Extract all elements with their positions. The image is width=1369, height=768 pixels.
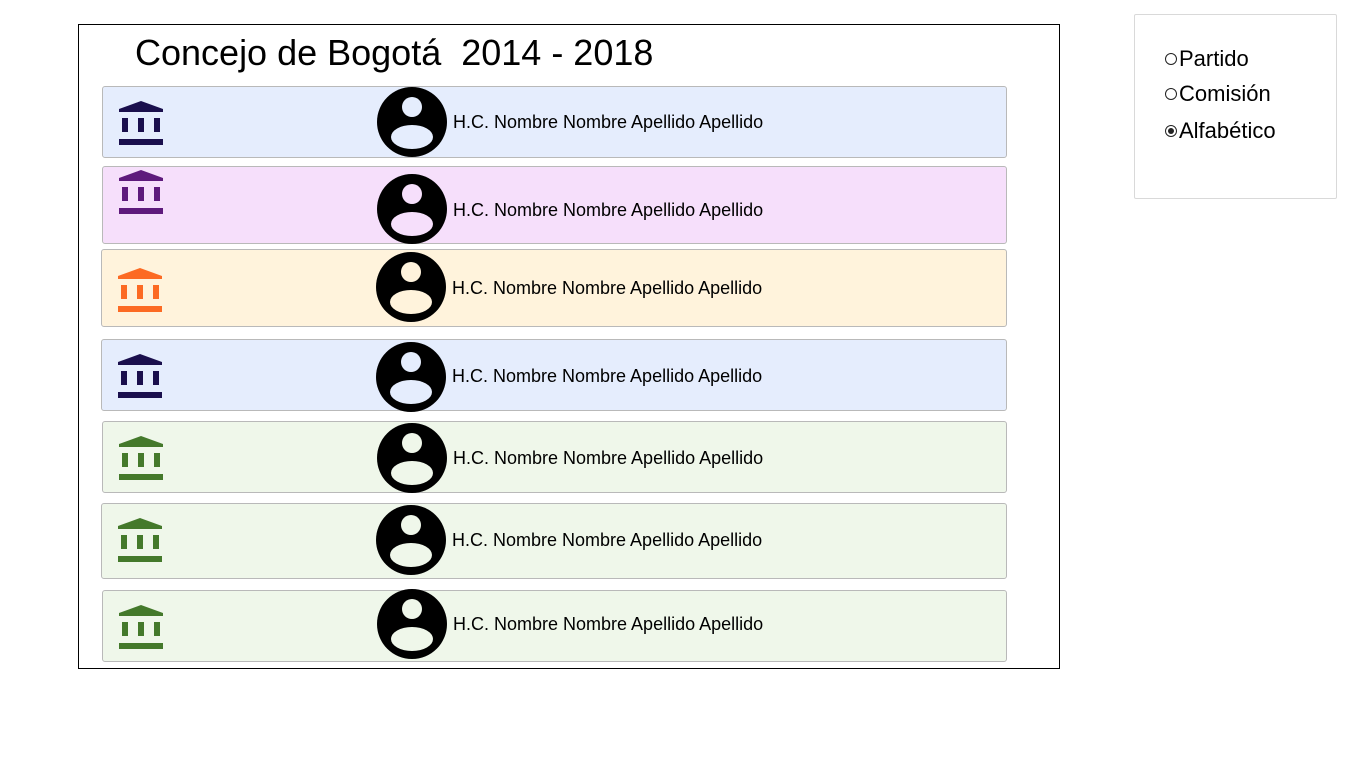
radio-button[interactable] <box>1165 88 1177 100</box>
institution-icon <box>118 518 162 562</box>
councillor-row[interactable]: H.C. Nombre Nombre Apellido Apellido <box>102 589 1007 662</box>
person-avatar-icon <box>376 342 446 412</box>
institution-icon <box>119 101 163 145</box>
person-avatar-icon <box>376 505 446 575</box>
councillor-name: H.C. Nombre Nombre Apellido Apellido <box>452 530 763 550</box>
sort-options-panel: Partido Comisión Alfabético <box>1134 14 1337 199</box>
institution-icon <box>119 170 163 214</box>
institution-icon <box>119 436 163 480</box>
councillor-list-panel: Concejo de Bogotá 2014 - 2018 H.C. Nombr… <box>78 24 1060 669</box>
institution-icon <box>118 354 162 398</box>
councillor-name: H.C. Nombre Nombre Apellido Apellido <box>453 614 764 634</box>
institution-icon <box>118 268 162 312</box>
councillor-row[interactable]: H.C. Nombre Nombre Apellido Apellido <box>102 166 1007 244</box>
councillor-name: H.C. Nombre Nombre Apellido Apellido <box>452 366 763 386</box>
councillor-row[interactable]: H.C. Nombre Nombre Apellido Apellido <box>101 503 1007 579</box>
sort-alphabetical-option[interactable]: Alfabético <box>1165 118 1276 144</box>
institution-icon <box>119 605 163 649</box>
councillor-name: H.C. Nombre Nombre Apellido Apellido <box>453 200 764 220</box>
radio-button[interactable] <box>1165 53 1177 65</box>
councillor-name: H.C. Nombre Nombre Apellido Apellido <box>453 112 764 132</box>
councillor-row[interactable]: H.C. Nombre Nombre Apellido Apellido <box>102 86 1007 158</box>
councillor-name: H.C. Nombre Nombre Apellido Apellido <box>452 278 763 298</box>
person-avatar-icon <box>376 252 446 322</box>
person-avatar-icon <box>377 589 447 659</box>
radio-button[interactable] <box>1165 125 1177 137</box>
councillor-name: H.C. Nombre Nombre Apellido Apellido <box>453 448 764 468</box>
sort-by-commission-option[interactable]: Comisión <box>1165 81 1271 107</box>
radio-label: Comisión <box>1179 81 1271 106</box>
sort-by-party-option[interactable]: Partido <box>1165 46 1249 72</box>
person-avatar-icon <box>377 423 447 493</box>
councillor-row[interactable]: H.C. Nombre Nombre Apellido Apellido <box>102 421 1007 493</box>
radio-label: Partido <box>1179 46 1249 71</box>
councillor-row[interactable]: H.C. Nombre Nombre Apellido Apellido <box>101 249 1007 327</box>
person-avatar-icon <box>377 174 447 244</box>
page-title: Concejo de Bogotá 2014 - 2018 <box>135 32 654 73</box>
radio-label: Alfabético <box>1179 118 1276 143</box>
person-avatar-icon <box>377 87 447 157</box>
councillor-row[interactable]: H.C. Nombre Nombre Apellido Apellido <box>101 339 1007 412</box>
